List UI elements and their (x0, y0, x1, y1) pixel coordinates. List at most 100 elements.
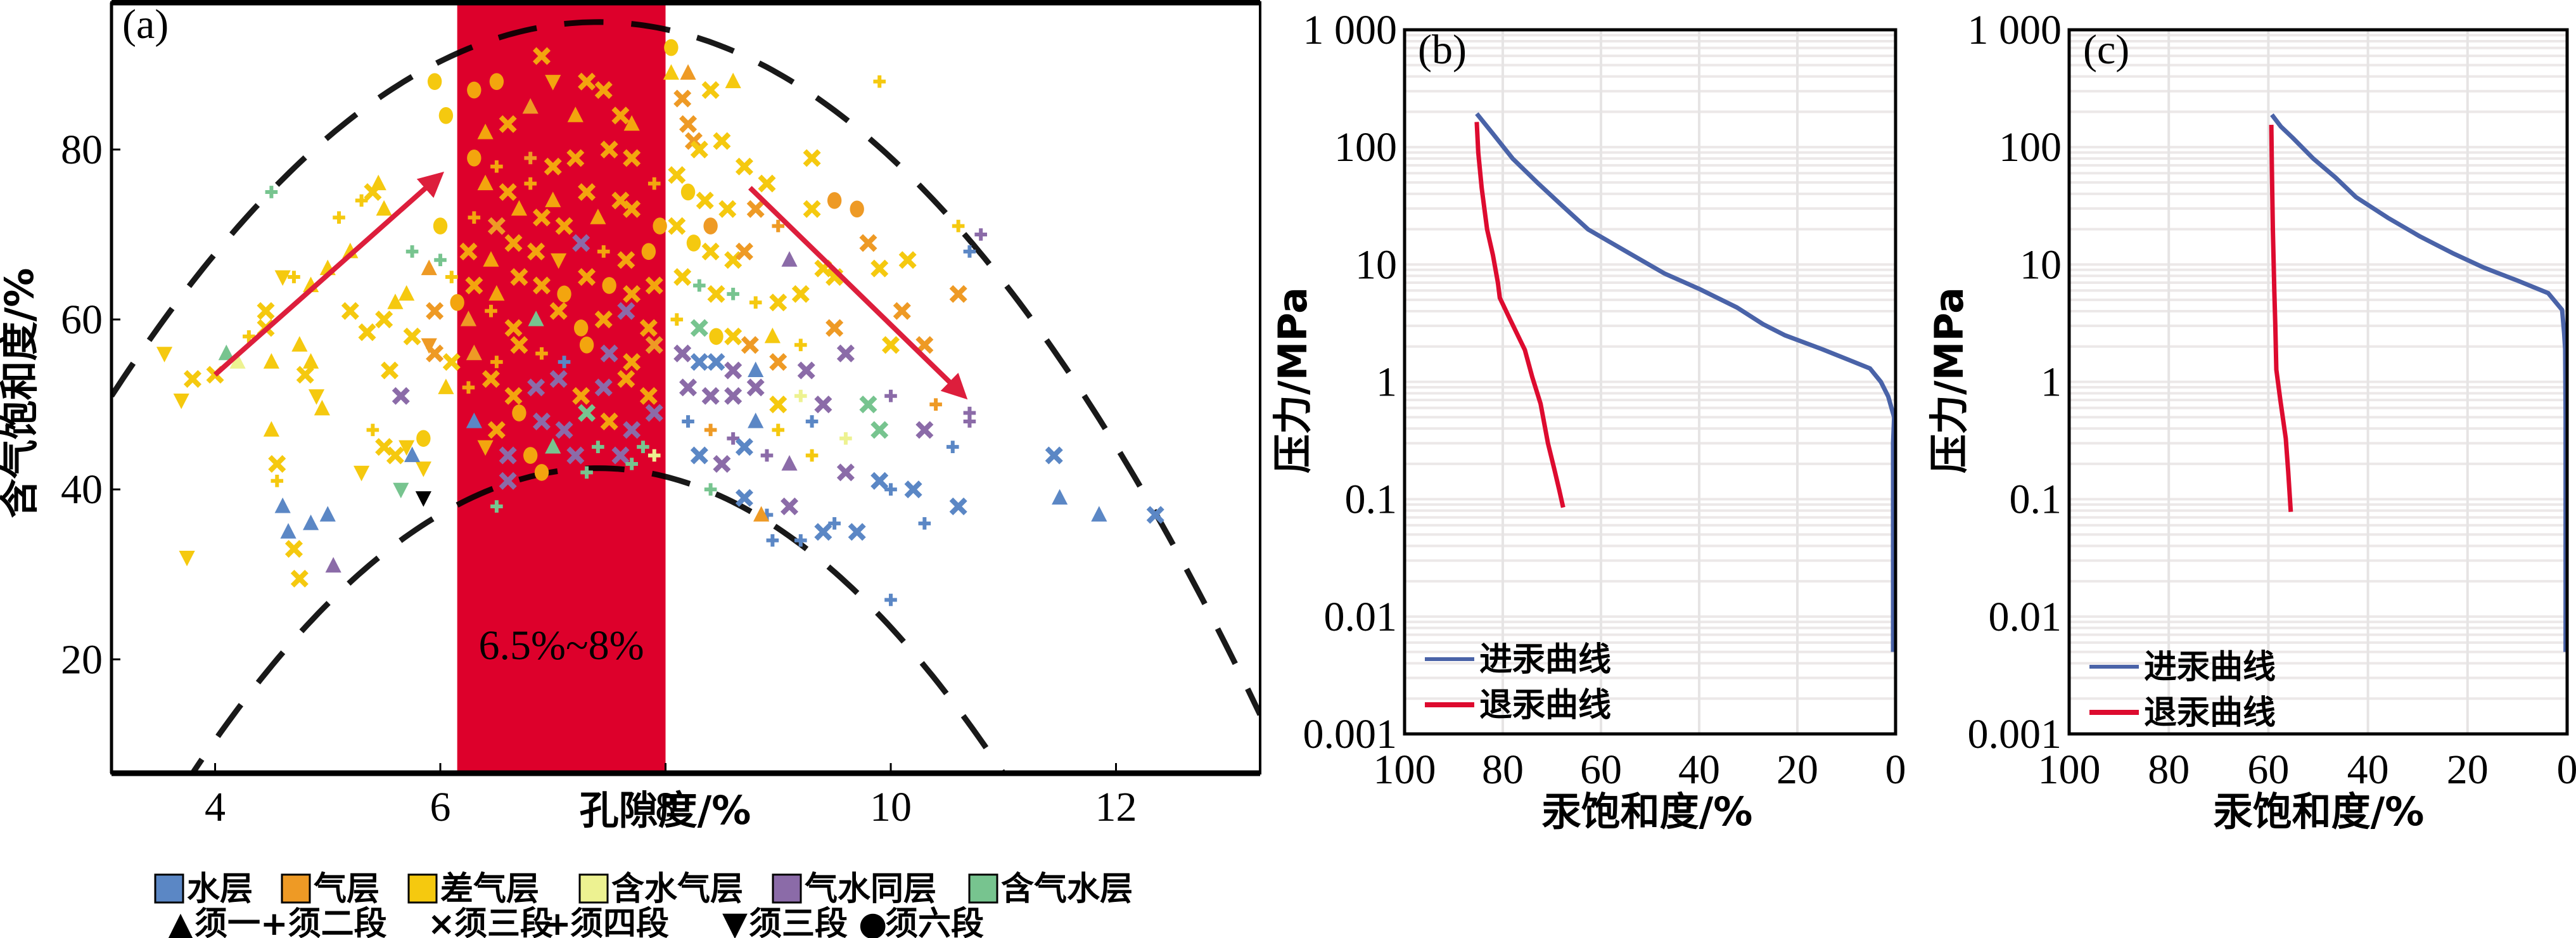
scatter-point (701, 387, 720, 405)
scatter-point (668, 166, 686, 184)
scatter-point (836, 344, 855, 363)
x-tick-label: 0 (1885, 747, 1906, 793)
scatter-point (696, 191, 714, 210)
scatter-point (545, 191, 561, 207)
scatter-point (183, 369, 202, 388)
scatter-point (839, 432, 852, 445)
scatter-point (268, 454, 286, 473)
scatter-point (450, 293, 464, 311)
scatter-point (580, 466, 593, 479)
scatter-point (572, 234, 590, 252)
legend-item-color: 含气水层 (968, 870, 1133, 908)
scatter-point (693, 279, 706, 292)
scatter-point (803, 200, 821, 218)
scatter-point (549, 302, 568, 320)
y-tick-label: 1 000 (1303, 7, 1398, 53)
x-tick-label: 0 (2557, 747, 2576, 793)
scatter-point (358, 323, 376, 342)
scatter-point (881, 336, 900, 354)
y-tick-label: 60 (61, 297, 103, 343)
scatter-point (870, 472, 889, 490)
scatter-point (403, 327, 421, 345)
scatter-point (156, 347, 173, 363)
scatter-point (679, 115, 698, 133)
scatter-point (718, 200, 737, 218)
x-tick-label: 60 (1580, 747, 1622, 793)
scatter-point (399, 285, 415, 301)
scatter-point (623, 149, 641, 167)
y-tick-label: 1 000 (1968, 7, 2062, 53)
scatter-point (445, 271, 458, 283)
y-tick-label: 40 (61, 466, 103, 513)
scatter-point (803, 149, 821, 167)
axis-ticks-c: 100 80 60 40 20 0 0.001 0.01 0.1 1 10 100 1 000 (1968, 7, 2576, 793)
scatter-point (709, 328, 724, 345)
scatter-point (668, 217, 686, 235)
scatter-point (701, 242, 720, 260)
scatter-point (387, 293, 404, 309)
legend-label: 须六段 (885, 905, 984, 938)
y-tick-label: 0.001 (1303, 711, 1398, 757)
scatter-point (645, 336, 663, 354)
inner-envelope (189, 465, 1007, 773)
scatter-point (946, 440, 959, 453)
scatter-point (477, 124, 494, 139)
scatter-point (724, 361, 743, 380)
legend-item: 进汞曲线 (2089, 648, 2276, 686)
legend-item-marker: ▲ 须一+须二段 (168, 905, 387, 938)
scatter-point (341, 302, 359, 320)
y-tick-label: 1 (2041, 359, 2062, 406)
plot-frame-c (2067, 28, 2569, 736)
scatter-point (572, 387, 590, 405)
scatter-point (794, 338, 807, 352)
scatter-point (641, 243, 656, 260)
scatter-point (555, 217, 573, 235)
scatter-point (381, 361, 399, 380)
scatter-point (274, 498, 291, 513)
scatter-point (468, 211, 481, 224)
scatter-point (673, 344, 692, 363)
y-tick-label: 0.1 (2010, 477, 2062, 523)
y-tick-label: 100 (1334, 124, 1397, 170)
highlight-band-rect (457, 3, 666, 773)
scatter-point (392, 387, 410, 405)
scatter-point (781, 454, 798, 471)
scatter-point (673, 268, 692, 286)
scatter-point (544, 157, 562, 176)
x-tick-label: 4 (205, 784, 226, 830)
scatter-point (426, 302, 444, 320)
legend-item-color: 水层 (154, 870, 253, 908)
scatter-point (827, 192, 842, 209)
legend-label: 进汞曲线 (1479, 641, 1611, 679)
panel-label-c: (c) (2083, 27, 2129, 73)
scatter-point (527, 378, 545, 397)
scatter-point (314, 399, 330, 416)
scatter-point (707, 353, 725, 371)
series-line-extrusion (1474, 122, 1565, 508)
scatter-point (592, 440, 604, 453)
scatter-point (724, 387, 743, 405)
scatter-point (566, 446, 585, 465)
scatter-point (532, 47, 551, 65)
scatter-point (870, 259, 889, 278)
scatter-point (534, 464, 549, 481)
scatter-point (893, 302, 911, 320)
scatter-point (291, 336, 308, 352)
scatter-point (462, 381, 475, 394)
scatter-point (673, 89, 692, 108)
scatter-point (1052, 489, 1068, 505)
legend-swatch (281, 873, 311, 904)
scatter-point (290, 569, 309, 588)
scatter-point (442, 353, 461, 371)
scatter-point (490, 160, 503, 173)
legend-a: 水层 气层 差气层 含水气层 气水同层 含气水层▲ 须一+须二段 ×须三段+须四段 ▼ 须三段 ●须… (154, 870, 1133, 938)
scatter-point (597, 245, 610, 258)
envelope-curves (112, 19, 1260, 773)
scatter-point (794, 389, 807, 402)
scatter-point (511, 200, 528, 216)
panel-a-scatter: 6.5%~8% 4 6 8 10 12 20 40 60 80 (a) 孔隙度/% 含气饱和度/… (0, 0, 1261, 938)
scatter-point (963, 406, 976, 420)
legend-label: 须三段 (454, 905, 553, 938)
